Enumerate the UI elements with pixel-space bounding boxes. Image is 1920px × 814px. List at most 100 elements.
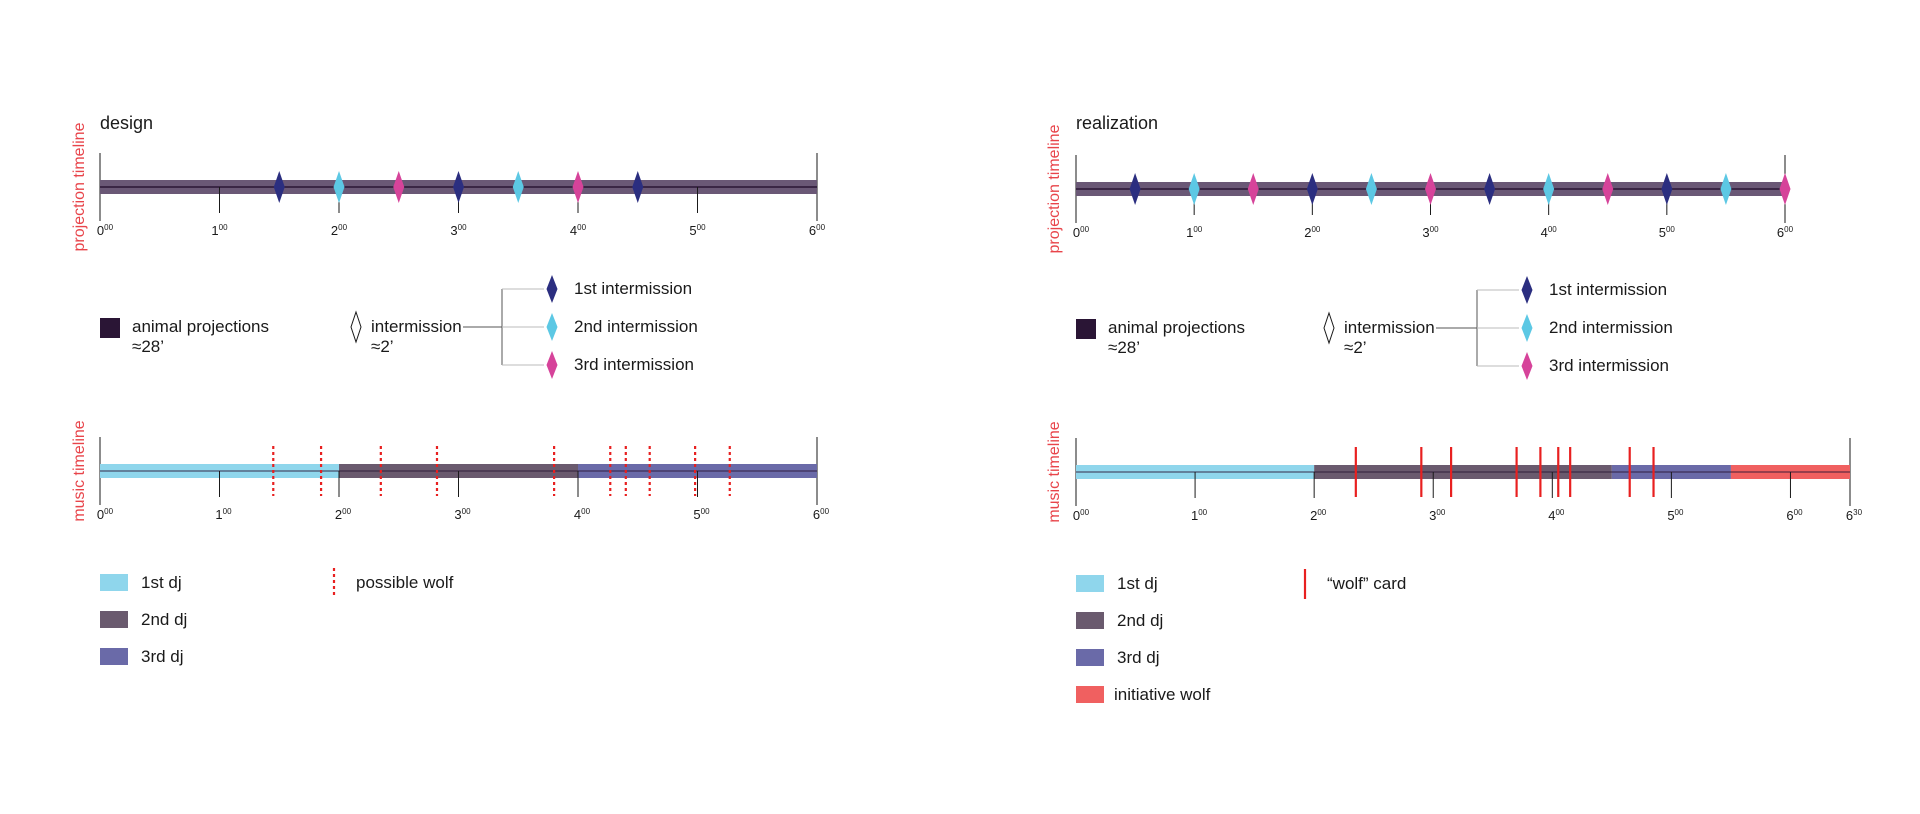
music-timeline-label: music timeline [71, 420, 88, 521]
projection-tick-label: 000 [97, 223, 114, 238]
projection-tick-label: 200 [331, 223, 348, 238]
intermission-item-label: 1st intermission [574, 279, 692, 298]
initiative-label: initiative wolf [1114, 685, 1211, 704]
music-tick-label: 300 [454, 507, 471, 522]
projection-tick-label: 400 [1541, 225, 1558, 240]
dj2-swatch [1076, 612, 1104, 629]
music-legend: 1st dj 2nd dj 3rd dj initiative wolf “wolf” … [1076, 569, 1406, 704]
projection-tick-label: 600 [809, 223, 826, 238]
music-tick-label: 100 [1191, 508, 1208, 523]
projection-tick-label: 400 [570, 223, 587, 238]
projection-tick-label: 100 [1186, 225, 1203, 240]
intermission-duration: ≈2’ [1344, 338, 1367, 357]
projection-tick-label: 600 [1777, 225, 1794, 240]
animal-projections-label: animal projections [1108, 318, 1245, 337]
intermission-2-marker [1188, 173, 1200, 205]
dj2-label: 2nd dj [1117, 611, 1163, 630]
intermission-3-marker [572, 171, 584, 203]
intermission-1-marker [1661, 173, 1673, 205]
intermission-item-label: 1st intermission [1549, 280, 1667, 299]
dj3-label: 3rd dj [1117, 648, 1160, 667]
intermission-duration: ≈2’ [371, 337, 394, 356]
dj1-swatch [1076, 575, 1104, 592]
intermission-3-marker [1247, 173, 1259, 205]
intermission-1-marker [1484, 173, 1496, 205]
dj2-label: 2nd dj [141, 610, 187, 629]
music-tick-label: 400 [574, 507, 591, 522]
music-tick-label: 600 [1786, 508, 1803, 523]
intermission-outline-icon [1323, 311, 1335, 345]
intermission-item-label: 2nd intermission [1549, 318, 1673, 337]
music-tick-label: 000 [97, 507, 114, 522]
animal-projections-duration: ≈28’ [132, 337, 164, 356]
initiative-swatch [1076, 686, 1104, 703]
projection-legend: animal projections≈28’ intermission≈2’ 1st… [1076, 276, 1673, 380]
wolf-legend-label: possible wolf [356, 573, 454, 592]
animal-projections-duration: ≈28’ [1108, 338, 1140, 357]
intermission-1-marker [1129, 173, 1141, 205]
intermission-item-label: 3rd intermission [574, 355, 694, 374]
music-tick-label: 200 [1310, 508, 1327, 523]
projection-legend: animal projections≈28’ intermission≈2’ 1st… [100, 275, 698, 379]
panel-title: design [100, 113, 153, 133]
music-tick-label: 000 [1073, 508, 1090, 523]
music-tick-label: 600 [813, 507, 830, 522]
music-tick-label: 630 [1846, 508, 1863, 523]
intermission-1-marker [453, 171, 464, 203]
intermission-1-icon [1521, 276, 1533, 304]
panel-realization: realization projection timeline 000 100 200 3… [1046, 113, 1863, 704]
projection-tick-label: 300 [1422, 225, 1439, 240]
intermission-3-marker [1602, 173, 1614, 205]
music-tick-label: 200 [335, 507, 352, 522]
wolf-legend-label: “wolf” card [1327, 574, 1406, 593]
intermission-item-label: 3rd intermission [1549, 356, 1669, 375]
intermission-item-label: 2nd intermission [574, 317, 698, 336]
intermission-label: intermission [371, 317, 462, 336]
projection-tick-label: 100 [211, 223, 228, 238]
animal-projections-swatch [1076, 319, 1096, 339]
music-tick-label: 500 [693, 507, 710, 522]
dj1-swatch [100, 574, 128, 591]
music-timeline: music timeline 000 100 200 300 400 500 600 [71, 420, 830, 522]
music-tick-label: 300 [1429, 508, 1446, 523]
music-tick-label: 400 [1548, 508, 1565, 523]
dj2-swatch [100, 611, 128, 628]
animal-projections-swatch [100, 318, 120, 338]
projection-tick-label: 500 [689, 223, 706, 238]
panel-design: design projection timeline 000 100 200 300 400… [71, 113, 830, 666]
music-tick-label: 500 [1667, 508, 1684, 523]
intermission-3-marker [1425, 173, 1436, 205]
intermission-label: intermission [1344, 318, 1435, 337]
intermission-1-icon [546, 275, 558, 303]
dj3-swatch [1076, 649, 1104, 666]
intermission-2-marker [1365, 173, 1377, 205]
intermission-2-marker [1543, 173, 1555, 205]
music-tick-label: 100 [215, 507, 232, 522]
animal-projections-label: animal projections [132, 317, 269, 336]
intermission-outline-icon [350, 310, 362, 344]
projection-timeline-label: projection timeline [71, 122, 88, 251]
intermission-3-marker [393, 171, 405, 203]
dj3-label: 3rd dj [141, 647, 184, 666]
dj1-label: 1st dj [1117, 574, 1158, 593]
intermission-1-marker [273, 171, 285, 203]
intermission-1-marker [1306, 173, 1318, 205]
projection-tick-label: 500 [1659, 225, 1676, 240]
projection-timeline: projection timeline 000 100 200 300 400 500 600 [1046, 124, 1794, 253]
intermission-3-icon [546, 351, 558, 379]
intermission-1-marker [632, 171, 644, 203]
intermission-2-marker [1720, 173, 1732, 205]
projection-timeline-label: projection timeline [1046, 124, 1063, 253]
intermission-2-icon [1521, 314, 1533, 342]
music-timeline-label: music timeline [1046, 421, 1063, 522]
projection-tick-label: 000 [1073, 225, 1090, 240]
music-legend: 1st dj 2nd dj 3rd dj possible wolf [100, 568, 454, 666]
music-timeline: music timeline 000 100 200 300 400 500 600 630 [1046, 421, 1863, 523]
intermission-2-icon [546, 313, 558, 341]
intermission-2-marker [512, 171, 524, 203]
projection-timeline: projection timeline 000 100 200 300 400 500 600 [71, 122, 826, 251]
panel-title: realization [1076, 113, 1158, 133]
dj1-label: 1st dj [141, 573, 182, 592]
intermission-2-marker [333, 171, 345, 203]
